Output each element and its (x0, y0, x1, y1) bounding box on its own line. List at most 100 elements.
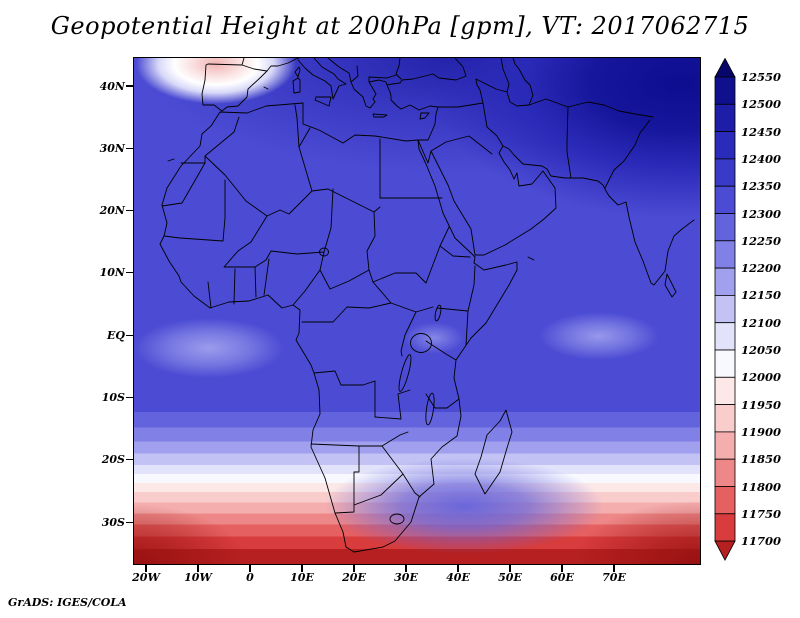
africa-border-16 (207, 281, 212, 309)
lake-tanganyika (398, 354, 412, 392)
lat-tick-label: 20S (101, 453, 125, 467)
mideast-borders (437, 102, 504, 147)
africa-border-24 (381, 431, 409, 447)
caucasus-borders-a (475, 78, 484, 104)
africa-border-30 (467, 265, 476, 312)
colorbar-tick-label: 12000 (741, 370, 782, 385)
corsica-island (294, 66, 301, 78)
africa-border-6 (298, 146, 313, 192)
colorbar-tick-label: 12350 (741, 179, 782, 194)
africa-border-12 (223, 215, 325, 268)
lon-tick-mark (197, 565, 199, 572)
colorbar-tick-label: 11900 (741, 424, 782, 439)
colorbar-band (714, 158, 736, 187)
lon-tick-mark (457, 565, 459, 572)
lake-malawi (425, 392, 435, 426)
africa-border-7 (311, 188, 381, 213)
colorbar-band (714, 76, 736, 105)
lat-tick-label: EQ (107, 328, 125, 342)
colorbar-band (714, 513, 736, 542)
grads-credit: GrADS: IGES/COLA (8, 596, 127, 609)
africa-border-27 (334, 445, 360, 514)
lon-tick-label: 70E (602, 571, 626, 584)
canary-islands (167, 158, 175, 162)
lon-tick-mark (353, 565, 355, 572)
crete-island (372, 113, 388, 118)
lat-tick-mark (126, 147, 133, 149)
balkan-borders-b (368, 74, 397, 83)
lon-tick-label: 0 (246, 571, 254, 584)
colorbar-tick-label: 11700 (741, 534, 782, 549)
black-sea-west-coastline (395, 58, 402, 80)
africa-border-26 (310, 443, 383, 447)
colorbar-band (714, 431, 736, 460)
colorbar-top-arrow (714, 58, 736, 78)
colorbar-bottom-arrow (714, 540, 736, 561)
lon-tick-mark (249, 565, 251, 572)
colorbar-tick-label: 12250 (741, 233, 782, 248)
sardinia-island (292, 77, 301, 94)
africa-border-31 (372, 226, 450, 284)
colorbar-tick-label: 11800 (741, 479, 782, 494)
levant-coastline (417, 106, 439, 141)
lon-tick-mark (509, 565, 511, 572)
lat-tick-label: 40N (99, 79, 125, 93)
lat-tick-label: 20N (99, 204, 125, 218)
lon-tick-mark (561, 565, 563, 572)
colorbar-tick-label: 11750 (741, 506, 782, 521)
india-pakistan-border (604, 119, 651, 189)
colorbar-tick-label: 12550 (741, 70, 782, 84)
colorbar-tick-label: 12400 (741, 151, 782, 166)
africa-border-10 (366, 211, 376, 283)
arabia-asia-coastline (430, 145, 695, 286)
lake-turkana (434, 304, 442, 322)
africa-border-25 (381, 445, 421, 498)
africa-border-11 (163, 179, 226, 242)
afghanistan-borders (567, 101, 654, 118)
lat-tick-mark (126, 521, 133, 523)
plot-title: Geopotential Height at 200hPa [gpm], VT:… (50, 12, 750, 40)
sinai-coastline (417, 139, 432, 164)
colorbar-tick-label: 12450 (741, 124, 782, 139)
colorbar-band (714, 458, 736, 487)
colorbar-band (714, 213, 736, 242)
lon-tick-label: 20W (132, 571, 160, 584)
africa-border-32 (439, 245, 471, 258)
madagascar-coastline (474, 409, 513, 495)
lon-tick-label: 60E (550, 571, 574, 584)
sicily-island (314, 96, 332, 107)
saudi-borders (430, 135, 493, 155)
caucasus-borders-b (475, 78, 508, 93)
africa-border-18 (301, 302, 434, 323)
colorbar-tick-label: 12200 (741, 261, 782, 276)
colorbar-tick-label: 11950 (741, 397, 782, 412)
lon-tick-label: 20E (342, 571, 366, 584)
lat-tick-label: 10N (99, 266, 125, 280)
colorbar-band (714, 294, 736, 324)
colorbar-band (714, 131, 736, 160)
pyrenees-border (241, 64, 268, 72)
map-plot-area: 40N 30N 20N 10N EQ 10S 20S 30S 20W 10W 0 10E 20E 30E 4… (100, 57, 701, 584)
lon-tick-label: 10E (290, 571, 314, 584)
lon-tick-mark (145, 565, 147, 572)
iran-borders (528, 98, 572, 179)
lat-tick-label: 30S (101, 515, 125, 529)
lon-tick-label: 40E (446, 571, 470, 584)
colorbar-tick-label: 11850 (741, 452, 782, 467)
cyprus-island (419, 112, 430, 120)
lon-tick-label: 10W (184, 571, 212, 584)
africa-border-20 (313, 370, 376, 418)
italy-coastline (297, 58, 347, 100)
africa-border-22 (425, 340, 457, 361)
colorbar-tick-label: 12100 (741, 315, 782, 330)
africa-border-35 (319, 269, 331, 290)
colorbar-tick-label: 12300 (741, 206, 782, 221)
africa-border-1 (161, 116, 240, 207)
sri-lanka-coastline (664, 273, 677, 298)
colorbar-band (714, 322, 736, 351)
africa-border-19 (400, 311, 417, 357)
balkans-coastline (327, 58, 388, 109)
caspian-sea-outline (500, 58, 534, 107)
africa-border-21 (374, 389, 411, 420)
africa-border-23 (425, 393, 460, 409)
